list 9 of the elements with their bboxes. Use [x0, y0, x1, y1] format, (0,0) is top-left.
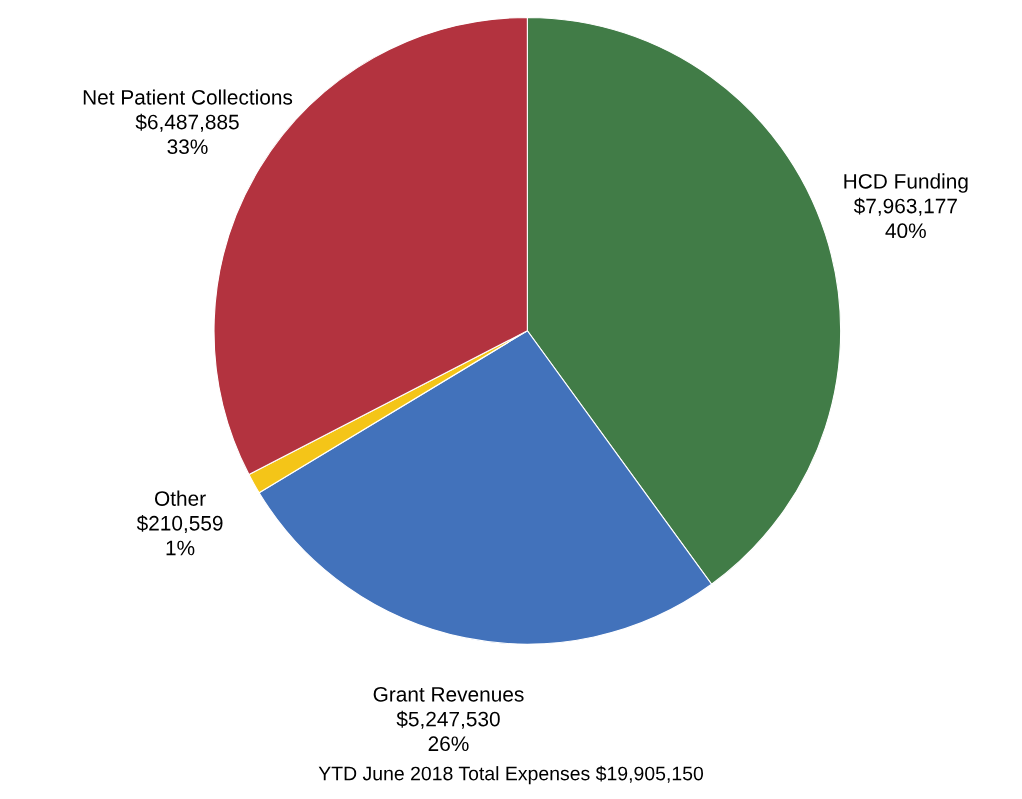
data-label: $210,559 1% — [136, 515, 223, 556]
data-label: $6,487,885 33% — [135, 113, 239, 155]
slice-label: Other — [154, 490, 206, 506]
data-label: $5,247,530 26% — [396, 710, 500, 752]
slice-label: Net Patient Collections — [83, 89, 293, 105]
slice-label: HCD Funding — [844, 173, 968, 193]
data-label: $7,963,177 40% — [853, 197, 957, 239]
slice-label: Grant Revenues — [373, 686, 524, 702]
text: YTD June 2018 Total Expenses $19,905,150 — [318, 765, 704, 785]
